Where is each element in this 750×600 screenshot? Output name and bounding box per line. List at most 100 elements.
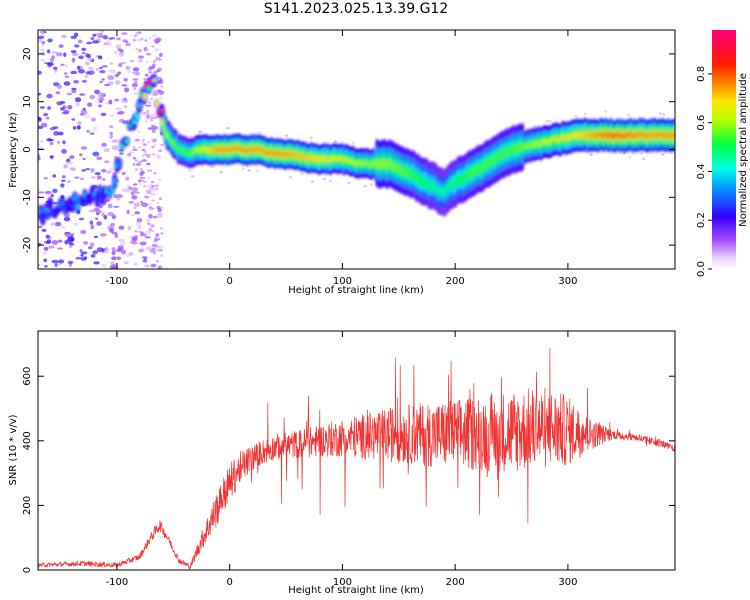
noise-blob — [85, 53, 89, 58]
noise-blob — [146, 114, 150, 118]
noise-blob — [89, 209, 94, 213]
noise-blob — [81, 79, 87, 83]
bottom-x-axis-label: Height of straight line (km) — [288, 585, 424, 596]
noise-blob — [100, 233, 107, 237]
noise-blob — [145, 246, 153, 252]
ridge-cell — [159, 108, 164, 113]
noise-blob — [99, 80, 104, 84]
noise-blob — [146, 169, 150, 172]
noise-blob — [83, 241, 89, 245]
noise-blob — [144, 265, 151, 268]
noise-blob — [56, 101, 63, 106]
noise-blob — [153, 116, 157, 120]
noise-blob — [156, 246, 163, 251]
noise-blob — [66, 92, 73, 96]
noise-blob — [52, 66, 58, 70]
noise-blob — [115, 80, 121, 85]
noise-blob — [74, 44, 80, 48]
noise-blob — [133, 157, 137, 160]
noise-blob — [142, 203, 146, 207]
colorbar-tick-label: 0.2 — [696, 212, 707, 228]
noise-blob — [159, 96, 163, 100]
noise-blob — [139, 172, 143, 175]
noise-blob — [134, 168, 138, 171]
noise-blob — [151, 199, 155, 202]
noise-blob — [54, 263, 58, 268]
ridge-cell — [70, 203, 75, 209]
ridge-cell — [45, 211, 50, 220]
noise-blob — [159, 266, 163, 269]
noise-blob — [155, 233, 160, 237]
noise-blob — [79, 93, 85, 96]
colorbar: 0.0 0.2 0.4 0.6 0.8 Normalized spectral ampl… — [696, 30, 749, 277]
bottom-axes-frame — [37, 330, 676, 571]
noise-blob — [80, 253, 84, 257]
noise-blob — [121, 61, 127, 64]
noise-blob — [149, 202, 153, 206]
noise-blob — [138, 249, 144, 253]
noise-blob — [144, 120, 148, 123]
noise-blob — [87, 66, 94, 70]
noise-blob — [75, 256, 81, 260]
noise-blob — [104, 198, 110, 202]
noise-blob — [155, 41, 158, 44]
noise-blob — [109, 82, 114, 85]
noise-blob — [108, 167, 113, 171]
noise-blob — [115, 44, 122, 49]
noise-blob — [40, 58, 46, 62]
noise-blob — [63, 81, 71, 86]
noise-blob — [61, 111, 69, 115]
noise-blob — [60, 225, 66, 229]
noise-blob — [151, 45, 155, 48]
noise-blob — [105, 170, 112, 174]
noise-blob — [94, 89, 100, 95]
noise-blob — [38, 35, 45, 39]
noise-blob — [114, 233, 118, 238]
top-x-tick-label: 200 — [446, 276, 465, 287]
noise-blob — [145, 104, 152, 107]
noise-blob — [132, 162, 136, 166]
noise-blob — [87, 246, 93, 250]
noise-blob — [146, 48, 150, 52]
noise-blob — [188, 169, 192, 172]
noise-blob — [128, 251, 134, 256]
noise-blob — [152, 90, 160, 95]
noise-blob — [153, 39, 157, 42]
noise-blob — [46, 239, 52, 244]
noise-blob — [69, 233, 75, 236]
noise-blob — [40, 30, 45, 36]
noise-blob — [86, 41, 93, 45]
noise-blob — [142, 143, 147, 147]
bottom-x-tick-label: 300 — [558, 577, 577, 588]
noise-blob — [79, 153, 83, 157]
noise-blob — [132, 67, 140, 72]
noise-blob — [160, 254, 164, 258]
noise-blob — [47, 49, 51, 54]
noise-blob — [138, 230, 142, 233]
noise-blob — [150, 263, 157, 268]
noise-blob — [64, 75, 70, 78]
noise-blob — [148, 208, 152, 211]
noise-blob — [54, 221, 62, 227]
noise-blob — [143, 150, 147, 153]
noise-blob — [51, 51, 58, 54]
noise-blob — [72, 126, 77, 130]
noise-blob — [57, 259, 65, 264]
noise-blob — [142, 233, 147, 237]
noise-blob — [69, 155, 75, 159]
ridge-cell — [60, 200, 65, 206]
noise-blob — [83, 256, 88, 260]
noise-blob — [50, 222, 55, 226]
noise-blob — [103, 249, 110, 254]
top-x-tick-label: -100 — [106, 276, 129, 287]
noise-blob — [68, 245, 73, 249]
noise-blob — [38, 143, 41, 146]
noise-blob — [102, 35, 108, 40]
noise-blob — [151, 207, 154, 210]
bottom-x-tick-label: 200 — [446, 577, 465, 588]
noise-blob — [138, 179, 142, 183]
noise-blob — [628, 155, 632, 159]
noise-blob — [117, 63, 123, 68]
noise-blob — [84, 61, 90, 66]
noise-blob — [100, 112, 107, 117]
